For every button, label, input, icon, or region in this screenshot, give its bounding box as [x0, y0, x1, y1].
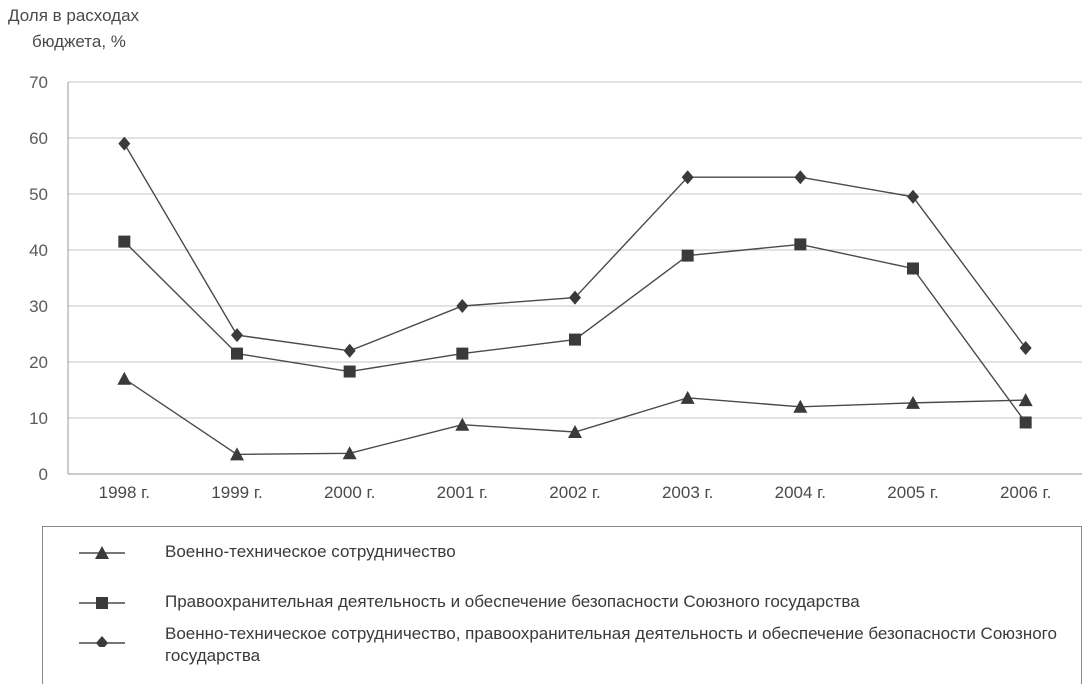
- series-diamond: [118, 136, 1032, 358]
- legend-label: Правоохранительная деятельность и обеспе…: [165, 592, 860, 611]
- y-tick-label: 70: [29, 73, 48, 92]
- triangle-point: [793, 399, 808, 413]
- x-tick-label: 2003 г.: [662, 483, 713, 502]
- legend-square-icon: [96, 597, 108, 609]
- triangle-point: [568, 425, 582, 438]
- triangle-point: [117, 371, 132, 385]
- legend-marker: [79, 636, 125, 647]
- diamond-point: [569, 290, 581, 305]
- triangle-point: [680, 390, 695, 404]
- legend-label: Военно-техническое сотрудничество: [165, 542, 456, 561]
- y-tick-label: 50: [29, 185, 48, 204]
- legend-label: Военно-техническое сотрудничество, право…: [165, 624, 1057, 665]
- square-point: [118, 235, 131, 248]
- series-line: [123, 241, 1027, 423]
- square-point: [907, 262, 919, 275]
- legend-marker: [79, 597, 125, 609]
- legend-triangle-icon: [95, 546, 109, 559]
- x-tick-label: 2006 г.: [1000, 483, 1051, 502]
- diamond-point: [231, 328, 243, 343]
- square-point: [456, 347, 469, 360]
- diamond-point: [456, 299, 469, 313]
- x-tick-label: 1998 г.: [99, 483, 150, 502]
- series-line: [123, 378, 1026, 456]
- diamond-point: [907, 189, 919, 204]
- square-point: [231, 347, 243, 360]
- y-tick-label: 20: [29, 353, 48, 372]
- y-tick-label: 10: [29, 409, 48, 428]
- y-axis-title-line-2: бюджета, %: [32, 32, 126, 51]
- y-axis-title-line-1: Доля в расходах: [8, 6, 140, 25]
- diamond-point: [118, 136, 131, 151]
- series-line: [123, 143, 1027, 352]
- y-tick-label: 60: [29, 129, 48, 148]
- y-tick-label: 30: [29, 297, 48, 316]
- x-tick-label: 2004 г.: [775, 483, 826, 502]
- x-tick-label: 1999 г.: [211, 483, 262, 502]
- legend: Военно-техническое сотрудничество Правоох…: [42, 526, 1082, 684]
- legend-marker: [79, 546, 125, 559]
- triangle-point: [342, 446, 357, 460]
- triangle-point: [1018, 393, 1033, 407]
- diamond-point: [343, 343, 356, 358]
- diamond-point: [1019, 341, 1032, 355]
- square-point: [569, 333, 581, 346]
- y-tick-label: 40: [29, 241, 48, 260]
- square-point: [681, 249, 694, 262]
- square-point: [1019, 416, 1032, 429]
- legend-diamond-icon: [96, 636, 108, 647]
- x-tick-label: 2002 г.: [549, 483, 600, 502]
- square-point: [794, 238, 807, 251]
- x-tick-label: 2005 г.: [887, 483, 938, 502]
- square-point: [343, 365, 356, 378]
- diamond-point: [794, 170, 807, 185]
- y-tick-label: 0: [39, 465, 48, 484]
- x-tick-label: 2001 г.: [437, 483, 488, 502]
- diamond-point: [681, 170, 694, 185]
- series-square: [118, 235, 1032, 429]
- triangle-point: [906, 395, 920, 409]
- x-tick-label: 2000 г.: [324, 483, 375, 502]
- triangle-point: [230, 447, 244, 461]
- series-triangle: [117, 371, 1033, 461]
- triangle-point: [455, 417, 470, 431]
